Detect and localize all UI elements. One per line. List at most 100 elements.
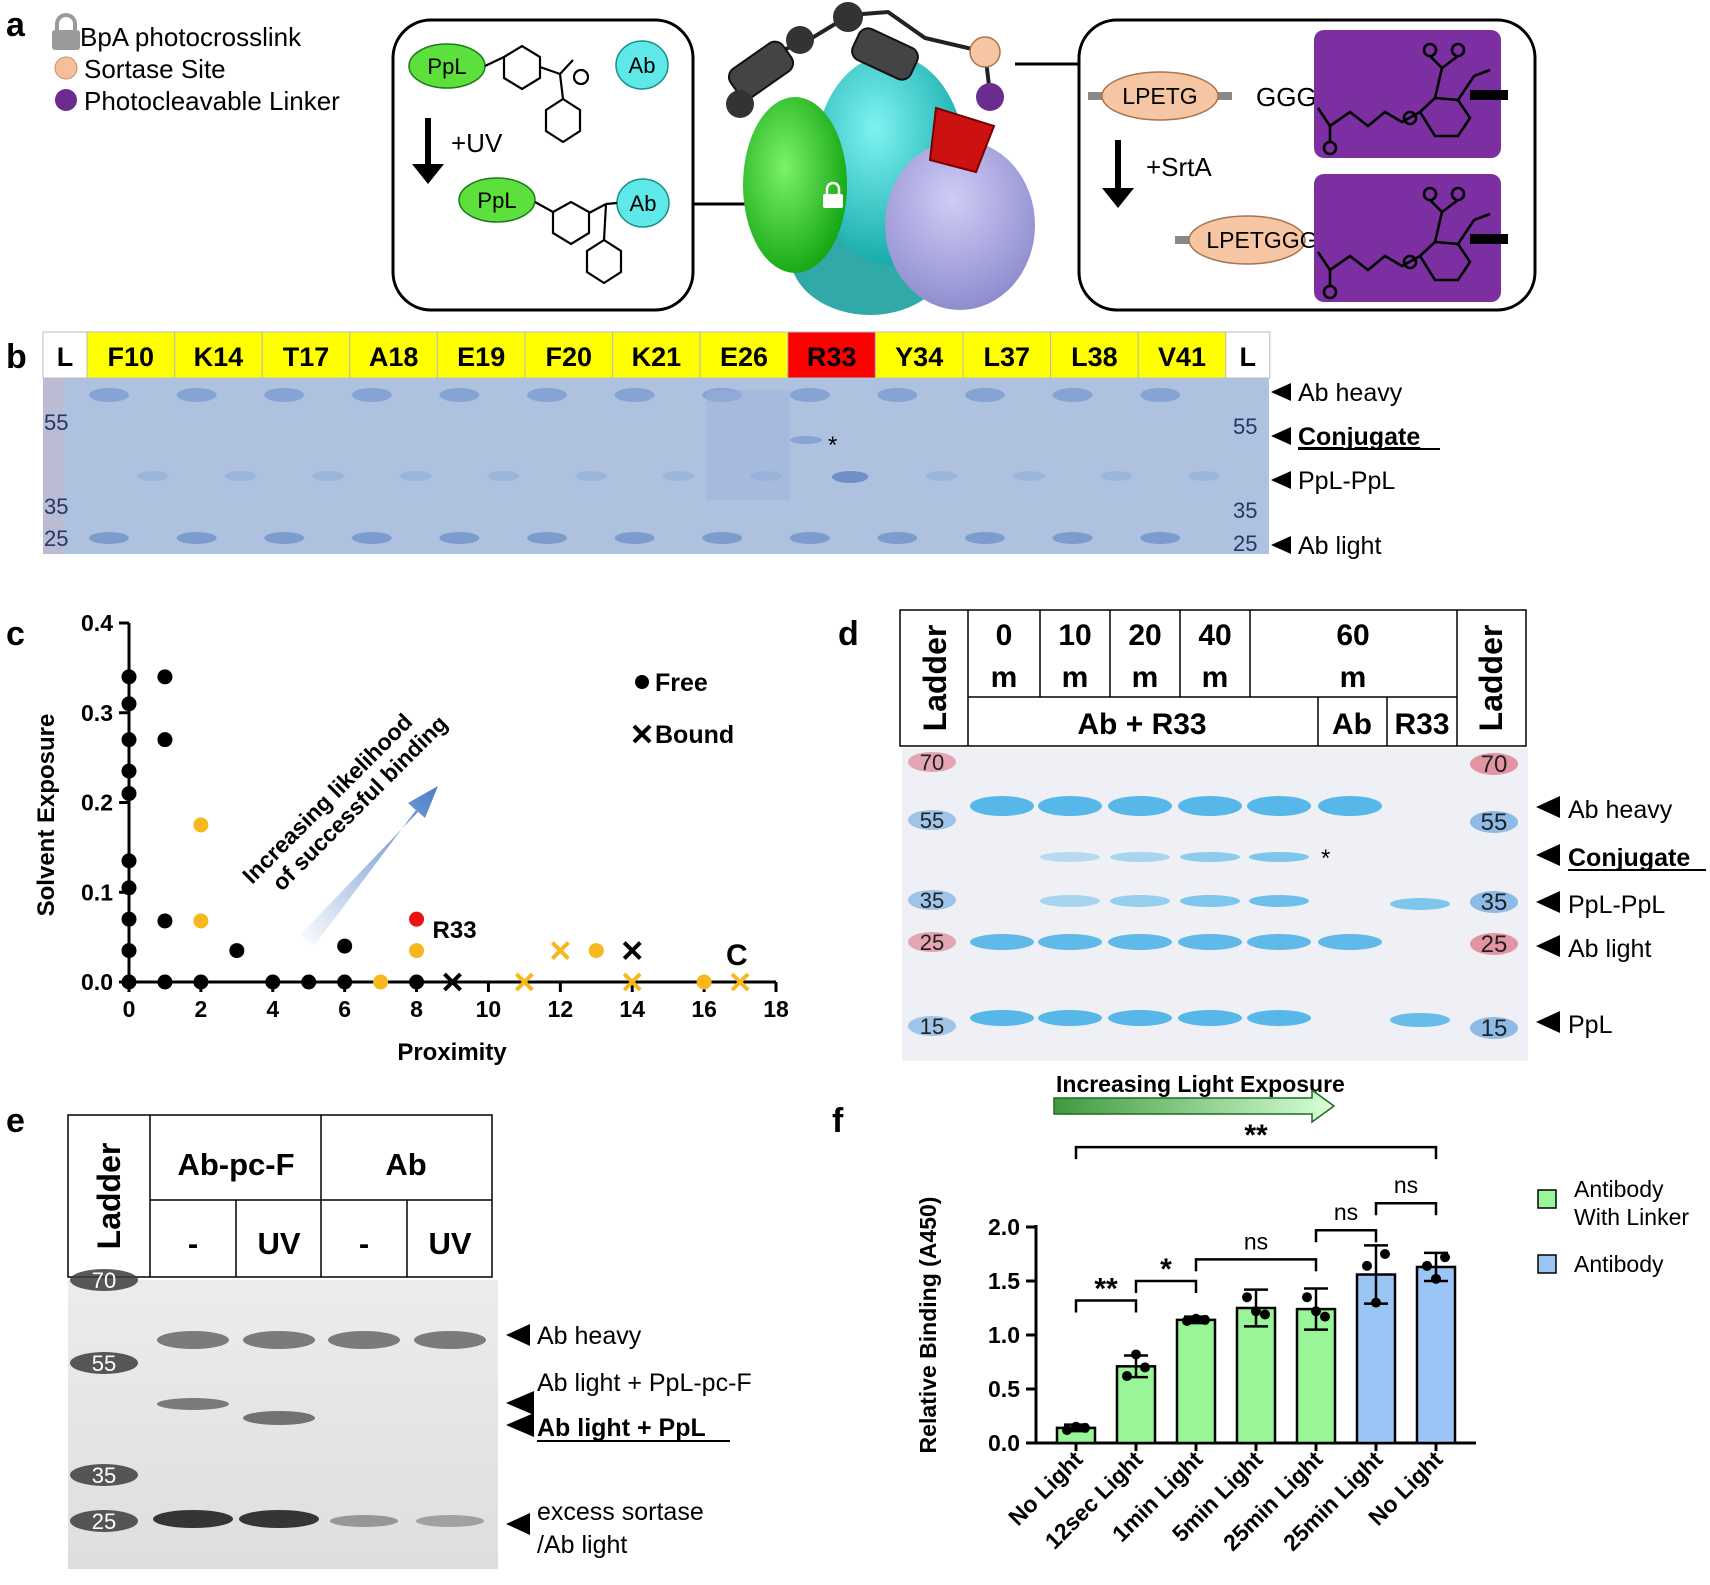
linker-icon	[55, 89, 77, 111]
c-point-x	[622, 941, 642, 961]
e-band-ab-light	[416, 1515, 484, 1527]
f-data-point	[1062, 1425, 1072, 1436]
d-label-ppl-ppl: PpL-PpL	[1568, 891, 1665, 919]
b-lane-cell	[174, 331, 263, 379]
d-group-ab-r33: Ab + R33	[1077, 708, 1206, 741]
d-ladder-left-label: 35	[920, 888, 944, 913]
e-band-labels: Ab heavy Ab light + PpL-pc-F Ab light + …	[506, 1322, 752, 1559]
b-band	[877, 532, 918, 544]
e-ladder-label: 35	[92, 1463, 116, 1488]
d-label-ab-heavy: Ab heavy	[1568, 796, 1673, 824]
e-group-ab: Ab	[385, 1147, 426, 1182]
c-point	[121, 732, 137, 748]
d-band-ab-heavy	[1038, 796, 1102, 816]
b-label-ab-light: Ab light	[1298, 532, 1381, 560]
linker-structure-bottom	[1316, 186, 1491, 300]
e-group-ab-pc-f: Ab-pc-F	[177, 1147, 294, 1182]
f-bar	[1175, 1318, 1217, 1445]
f-data-point	[1380, 1249, 1390, 1259]
b-band-conjugate	[790, 436, 822, 444]
ppl-bottom-ellipse	[458, 177, 536, 223]
d-ladder-band	[1470, 891, 1518, 913]
f-significance-bracket	[1074, 1145, 1438, 1160]
b-lane-cell	[86, 331, 176, 379]
e-header-table	[67, 1114, 493, 1278]
panel-letter-d: d	[838, 615, 859, 653]
d-band-ppl-ppl	[1180, 895, 1240, 907]
crosslinked-structure	[534, 200, 623, 285]
b-lane-label: T17	[283, 342, 330, 372]
panel-letter-c: c	[6, 615, 25, 653]
c-point	[229, 943, 245, 959]
d-band-ab-heavy	[1318, 796, 1382, 816]
f-data-point	[1131, 1349, 1141, 1360]
lpetggg-label: LPETGGG	[1206, 227, 1317, 253]
b-ladder-left-55: 55	[44, 410, 68, 435]
b-ladder-right-55: 55	[1233, 414, 1257, 439]
b-band	[176, 532, 217, 544]
f-y-tick-label: 1.5	[988, 1268, 1020, 1294]
f-significance-label: ns	[1334, 1199, 1358, 1225]
c-point-x	[622, 972, 642, 992]
f-significance-label: **	[1094, 1272, 1118, 1305]
c-point	[337, 974, 353, 990]
panel-letter-f: f	[832, 1102, 844, 1140]
b-band	[89, 532, 129, 544]
c-point	[157, 669, 173, 685]
f-legend-swatch-linker	[1537, 1189, 1557, 1209]
d-ladder-labels: 70 70 55 55 35 35 25 25 15 15	[908, 750, 1518, 1042]
f-significance-bracket	[1314, 1228, 1378, 1243]
e-ladder-band	[70, 1269, 138, 1291]
legend-bpa-label: BpA photocrosslink	[80, 22, 302, 52]
d-asterisk: *	[1321, 845, 1330, 872]
panel-b-bands	[89, 388, 1221, 544]
b-label-ab-heavy: Ab heavy	[1298, 379, 1403, 407]
panel-a-right-box: LPETG GGG +SrtA	[1077, 18, 1537, 312]
sortase-site-icon	[54, 56, 78, 80]
c-x-tick-label: 8	[410, 996, 423, 1022]
f-significance-label: ns	[1244, 1228, 1268, 1254]
d-ladder-band	[1470, 753, 1518, 775]
d-ladder-right-header: Ladder	[1473, 625, 1509, 732]
b-band	[487, 471, 520, 481]
d-ladder-band	[1470, 811, 1518, 833]
f-y-tick-label: 0.5	[988, 1376, 1020, 1402]
d-ladder-right-label: 70	[1481, 751, 1508, 778]
b-band	[89, 388, 129, 402]
d-time-headers: 0 m 10 m 20 m 40 m 60 m	[991, 619, 1370, 694]
d-ladder-left-label: 70	[920, 750, 944, 775]
d-band-ppl	[970, 1010, 1034, 1026]
c-point	[193, 913, 209, 929]
panel-letter-e: e	[6, 1102, 25, 1140]
c-x-tick-label: 18	[763, 996, 789, 1022]
f-data-point	[1080, 1422, 1090, 1433]
f-legend-linker-1: Antibody	[1574, 1176, 1664, 1202]
d-ladder-band	[1470, 1017, 1518, 1039]
d-ladder-left-label: 55	[920, 808, 944, 833]
c-point-x	[443, 972, 462, 992]
benzophenone-structure	[484, 44, 590, 144]
e-bands	[153, 1331, 486, 1528]
f-data-point	[1260, 1309, 1270, 1320]
f-data-point	[1362, 1260, 1372, 1271]
c-point	[157, 913, 173, 929]
c-y-tick-label: 0.0	[81, 969, 113, 995]
b-band	[925, 471, 958, 481]
b-band	[1100, 471, 1133, 481]
legend-linker-label: Photocleavable Linker	[84, 86, 340, 116]
e-band-sortase	[153, 1510, 233, 1528]
b-lane-cell	[524, 331, 614, 379]
f-significance-bracket	[1374, 1201, 1438, 1216]
f-significance-bracket	[1074, 1299, 1138, 1313]
b-lane-label: L37	[984, 342, 1031, 372]
c-legend: Free Bound	[632, 669, 734, 749]
c-label-r33: R33	[433, 917, 477, 944]
lock-icon	[52, 13, 80, 50]
f-bar	[1415, 1265, 1457, 1445]
d-band-ab-light	[1247, 934, 1311, 950]
c-gradient-arrow	[300, 786, 438, 946]
b-lane-label: L	[57, 342, 74, 372]
d-ladder-left-header: Ladder	[917, 625, 953, 732]
panel-e: e Ladder Ab-pc-F Ab - UV - UV 70 55 35 25 A…	[6, 1102, 752, 1569]
b-band	[575, 471, 607, 481]
